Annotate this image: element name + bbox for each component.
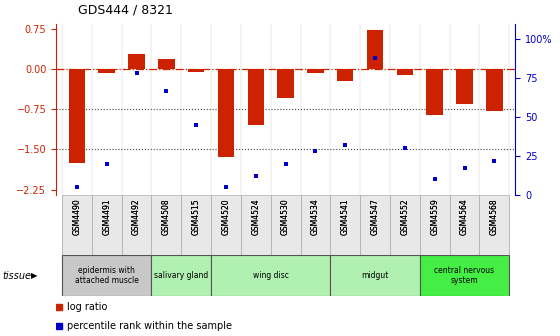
Text: GSM4568: GSM4568 xyxy=(490,198,499,235)
Text: GSM4508: GSM4508 xyxy=(162,198,171,235)
Text: GSM4520: GSM4520 xyxy=(221,198,231,235)
Text: GSM4491: GSM4491 xyxy=(102,198,111,235)
Bar xyxy=(367,31,383,69)
Bar xyxy=(158,59,175,69)
Text: GSM4564: GSM4564 xyxy=(460,198,469,235)
Text: GSM4564: GSM4564 xyxy=(460,198,469,235)
Text: tissue: tissue xyxy=(3,270,32,281)
Bar xyxy=(486,69,502,111)
Bar xyxy=(99,69,115,73)
Text: GSM4490: GSM4490 xyxy=(72,198,81,235)
Text: GSM4508: GSM4508 xyxy=(162,198,171,235)
Text: GSM4552: GSM4552 xyxy=(400,198,409,235)
Bar xyxy=(211,195,241,255)
Bar xyxy=(128,54,144,69)
Bar xyxy=(450,195,479,255)
Text: GSM4534: GSM4534 xyxy=(311,198,320,235)
Text: midgut: midgut xyxy=(361,271,389,280)
Text: GSM4520: GSM4520 xyxy=(221,198,231,235)
Bar xyxy=(69,69,85,163)
Text: GDS444 / 8321: GDS444 / 8321 xyxy=(78,4,173,17)
Bar xyxy=(390,195,420,255)
Text: salivary gland: salivary gland xyxy=(154,271,208,280)
Bar xyxy=(420,195,450,255)
Text: GSM4552: GSM4552 xyxy=(400,198,409,235)
Bar xyxy=(92,195,122,255)
Text: GSM4559: GSM4559 xyxy=(430,198,439,235)
Text: GSM4547: GSM4547 xyxy=(371,198,380,235)
Text: GSM4568: GSM4568 xyxy=(490,198,499,235)
Bar xyxy=(330,255,420,296)
Text: GSM4530: GSM4530 xyxy=(281,198,290,235)
Bar xyxy=(248,69,264,125)
Bar xyxy=(307,69,324,73)
Text: GSM4515: GSM4515 xyxy=(192,198,200,235)
Bar xyxy=(301,195,330,255)
Text: GSM4490: GSM4490 xyxy=(72,198,81,235)
Bar xyxy=(330,195,360,255)
Text: ▶: ▶ xyxy=(31,271,38,280)
Text: central nervous
system: central nervous system xyxy=(435,266,494,285)
Bar xyxy=(420,255,509,296)
Text: wing disc: wing disc xyxy=(253,271,288,280)
Bar xyxy=(337,69,353,81)
Bar xyxy=(456,69,473,104)
Bar xyxy=(427,69,443,115)
Bar xyxy=(151,195,181,255)
Bar xyxy=(151,255,211,296)
Bar xyxy=(479,195,509,255)
Text: GSM4491: GSM4491 xyxy=(102,198,111,235)
Bar xyxy=(277,69,294,98)
Bar xyxy=(396,69,413,76)
Text: log ratio: log ratio xyxy=(67,302,108,312)
Text: GSM4515: GSM4515 xyxy=(192,198,200,235)
Text: GSM4530: GSM4530 xyxy=(281,198,290,235)
Bar xyxy=(188,69,204,72)
Text: GSM4524: GSM4524 xyxy=(251,198,260,235)
Bar xyxy=(270,195,301,255)
Bar xyxy=(360,195,390,255)
Text: GSM4541: GSM4541 xyxy=(340,198,350,235)
Text: GSM4524: GSM4524 xyxy=(251,198,260,235)
Bar xyxy=(211,255,330,296)
Text: percentile rank within the sample: percentile rank within the sample xyxy=(67,321,232,331)
Text: GSM4541: GSM4541 xyxy=(340,198,350,235)
Bar xyxy=(181,195,211,255)
Text: GSM4492: GSM4492 xyxy=(132,198,141,235)
Text: GSM4559: GSM4559 xyxy=(430,198,439,235)
Bar xyxy=(122,195,151,255)
Text: GSM4492: GSM4492 xyxy=(132,198,141,235)
Bar xyxy=(62,255,151,296)
Text: epidermis with
attached muscle: epidermis with attached muscle xyxy=(74,266,139,285)
Bar xyxy=(241,195,270,255)
Text: GSM4534: GSM4534 xyxy=(311,198,320,235)
Text: GSM4547: GSM4547 xyxy=(371,198,380,235)
Bar xyxy=(218,69,234,157)
Bar xyxy=(62,195,92,255)
